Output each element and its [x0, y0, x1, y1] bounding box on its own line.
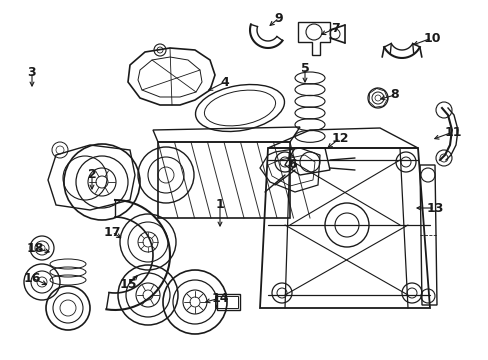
- Text: 15: 15: [119, 279, 137, 292]
- Text: 8: 8: [390, 89, 399, 102]
- Text: 7: 7: [331, 22, 340, 35]
- Text: 10: 10: [423, 31, 440, 45]
- Text: 11: 11: [443, 126, 461, 139]
- Text: 2: 2: [87, 168, 96, 181]
- Text: 3: 3: [28, 66, 36, 78]
- Text: 9: 9: [274, 12, 283, 24]
- Text: 18: 18: [26, 242, 43, 255]
- Text: 14: 14: [211, 292, 228, 305]
- Text: 4: 4: [220, 76, 229, 89]
- Text: 17: 17: [103, 225, 121, 238]
- Text: 1: 1: [215, 198, 224, 211]
- Text: 5: 5: [300, 62, 309, 75]
- Text: 16: 16: [23, 271, 41, 284]
- Text: 6: 6: [288, 158, 297, 171]
- Text: 12: 12: [330, 131, 348, 144]
- Text: 13: 13: [426, 202, 443, 215]
